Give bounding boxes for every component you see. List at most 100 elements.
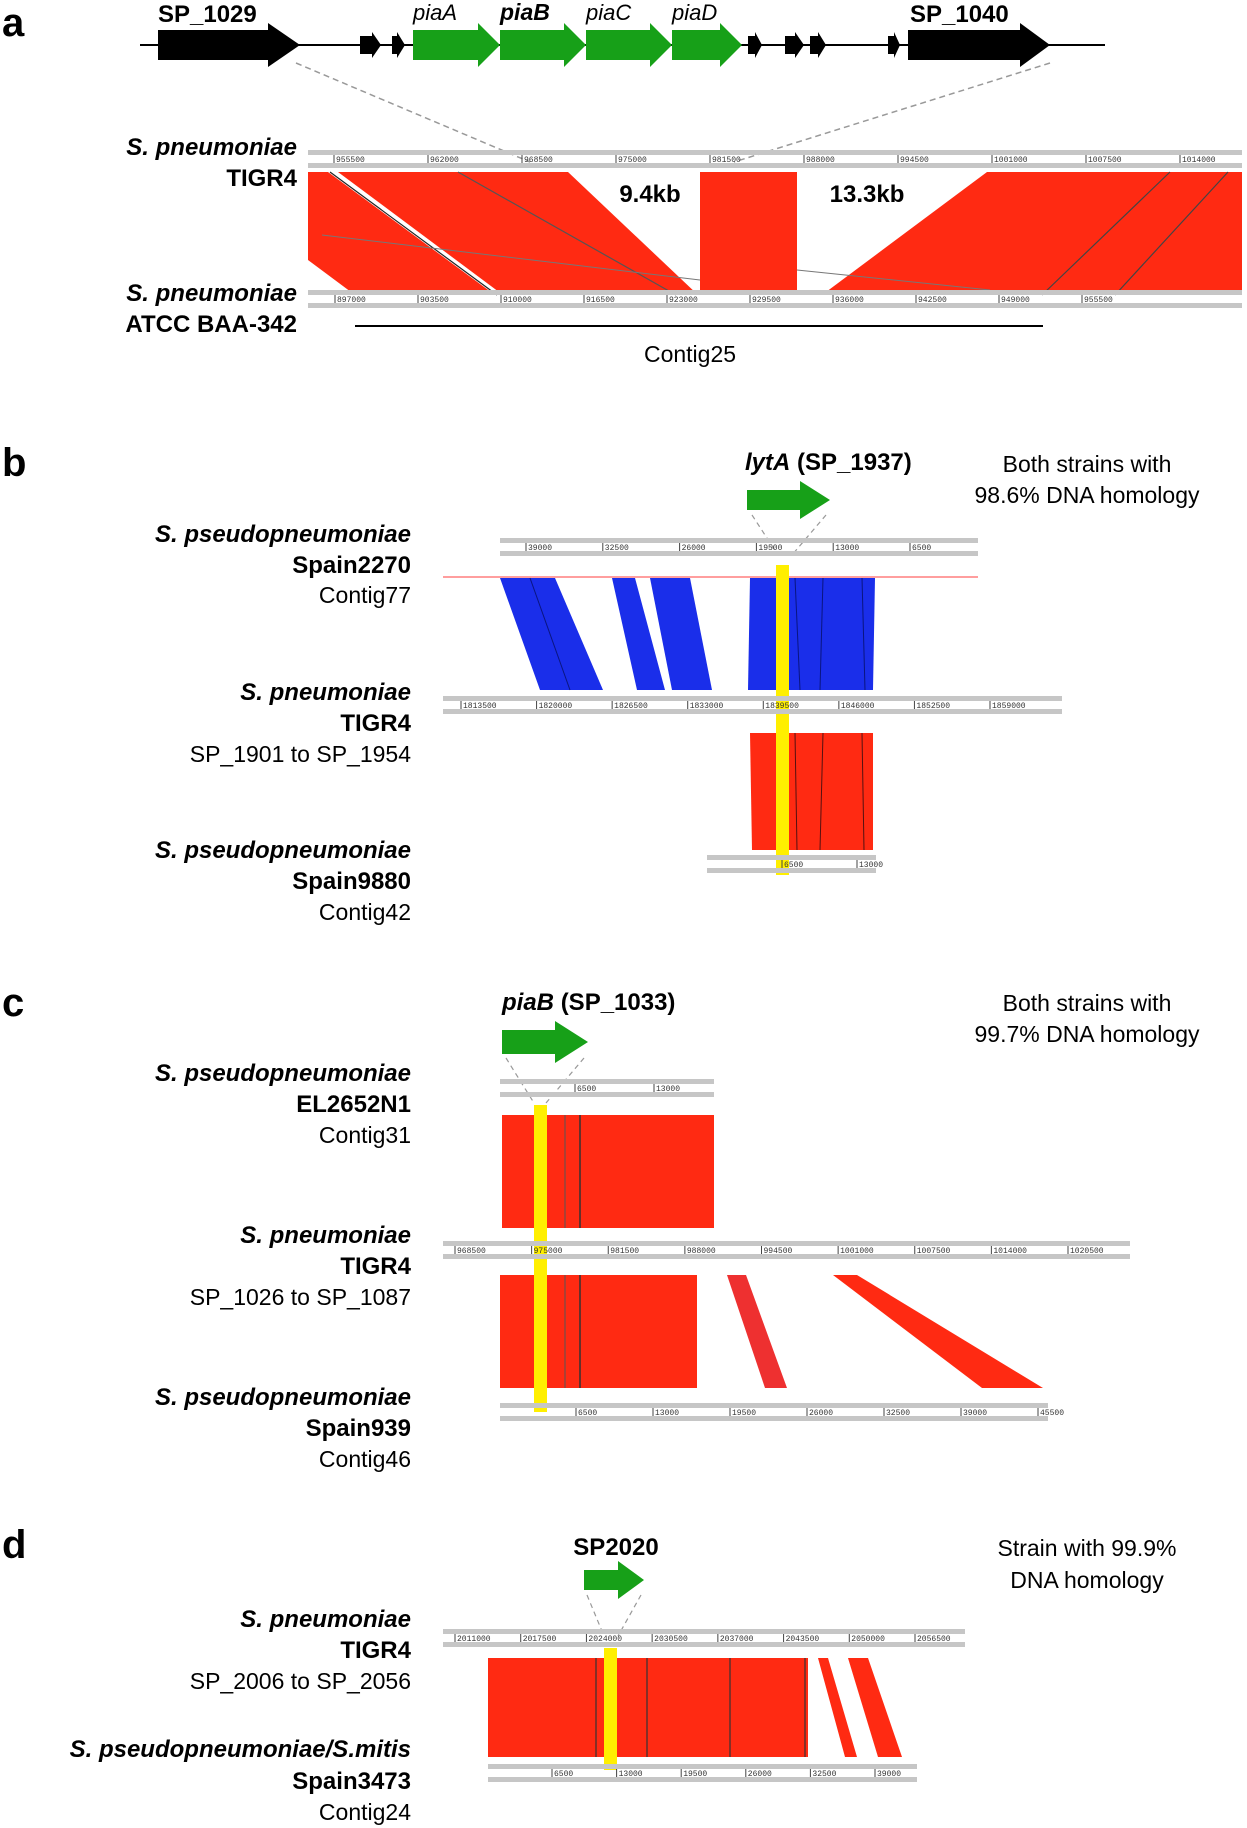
alignment-edge: [794, 577, 801, 691]
track-tick-label: 39000: [528, 544, 552, 553]
genome-strain-label: TIGR4: [340, 710, 411, 737]
gene-name: piaB: [501, 989, 554, 1016]
track-tick-label: 1014000: [1182, 156, 1216, 165]
track-tick-label: 13000: [656, 1085, 680, 1094]
track-tick-label: 1014000: [993, 1247, 1027, 1256]
genome-region-label: Contig31: [319, 1122, 411, 1148]
genome-region-label: Contig42: [319, 899, 411, 925]
gene-label: piaB (SP_1033): [501, 989, 675, 1016]
spain939-track: 6500 13000 19500 26000 32500 39000 45500: [500, 1403, 1064, 1421]
track-tick-label: 32500: [605, 544, 629, 553]
track-tick-label: 6500: [578, 1409, 597, 1418]
track-tick-label: 955500: [336, 156, 365, 165]
genome-strain-label: Spain9880: [292, 868, 411, 895]
track-bar: [500, 1416, 1048, 1421]
alignment-edge: [796, 269, 991, 291]
homology-block-inverted: [748, 578, 875, 690]
genome-species-label: S. pseudopneumoniae: [155, 1060, 411, 1087]
track-tick-label: 32500: [886, 1409, 910, 1418]
track-tick-label: 1852500: [916, 702, 950, 711]
alignment-edge: [321, 234, 701, 281]
alignment-edge: [819, 577, 824, 691]
panel-c-letter: c: [2, 981, 24, 1025]
homology-note: Both strains with: [1003, 451, 1172, 477]
track-bar: [500, 1079, 714, 1084]
homology-block: [822, 172, 1242, 295]
genome-strain-label: TIGR4: [340, 1637, 411, 1664]
gene-label: SP2020: [573, 1534, 658, 1561]
gene-sp1040-label: SP_1040: [910, 1, 1009, 28]
panel-d: d SP2020 Strain with 99.9% DNA homology …: [2, 1523, 1176, 1825]
atcc-track: 897000 903500 910000 916500 923000 929500 9360…: [308, 290, 1242, 308]
genome-region-label: Contig77: [319, 582, 411, 608]
homology-block: [308, 172, 495, 295]
track-tick-label: 903500: [420, 296, 449, 305]
homology-block: [818, 1658, 857, 1757]
sp2020-highlight: [604, 1648, 617, 1770]
track-tick-label: 1001000: [994, 156, 1028, 165]
homology-block: [750, 733, 873, 850]
panel-a-letter: a: [2, 1, 25, 45]
track-tick-label: 1826500: [614, 702, 648, 711]
track-tick-label: 988000: [687, 1247, 716, 1256]
alignment-edge: [861, 577, 866, 691]
track-tick-label: 981500: [610, 1247, 639, 1256]
gene-piaC-arrow: [586, 23, 672, 67]
panel-d-letter: d: [2, 1523, 26, 1567]
genome-species-label: S. pseudopneumoniae/S.mitis: [70, 1736, 411, 1763]
contig-label: Contig25: [644, 341, 736, 367]
panel-d-alignment: [488, 1648, 902, 1770]
track-tick-label: 1846000: [841, 702, 875, 711]
track-tick-label: 2017500: [523, 1635, 557, 1644]
genome-species-label: S. pneumoniae: [240, 1606, 411, 1633]
track-tick-label: 994500: [764, 1247, 793, 1256]
homology-block: [488, 1658, 808, 1757]
track-tick-label: 910000: [503, 296, 532, 305]
homology-block: [338, 172, 698, 295]
gene-piaD-label: piaD: [671, 0, 717, 25]
alignment-edge: [1041, 171, 1171, 296]
track-tick-label: 2024000: [588, 1635, 622, 1644]
track-tick-label: 949000: [1001, 296, 1030, 305]
zoom-guide-line: [295, 62, 531, 163]
homology-block: [700, 172, 797, 295]
track-tick-label: 1839500: [765, 702, 799, 711]
genome-region-label: SP_2006 to SP_2056: [190, 1668, 411, 1694]
track-tick-label: 975000: [618, 156, 647, 165]
gene-id: (SP_1033): [561, 989, 676, 1016]
track-tick-label: 975000: [534, 1247, 563, 1256]
track-tick-label: 1020500: [1070, 1247, 1104, 1256]
small-gene-arrow: [785, 32, 804, 58]
track-tick-label: 942500: [918, 296, 947, 305]
small-gene-arrow: [810, 32, 826, 58]
track-bar: [488, 1764, 917, 1769]
track-bar: [443, 1254, 1130, 1259]
gene-label: lytA (SP_1937): [745, 449, 912, 476]
genome-region-label: Contig46: [319, 1446, 411, 1472]
track-tick-label: 6500: [554, 1770, 573, 1779]
track-tick-label: 19500: [732, 1409, 756, 1418]
genome-species-label: S. pseudopneumoniae: [155, 837, 411, 864]
gene-piaD-arrow: [672, 23, 742, 67]
track-tick-label: 2056500: [917, 1635, 951, 1644]
track-tick-label: 6500: [784, 861, 803, 870]
track-tick-label: 936000: [835, 296, 864, 305]
track-tick-label: 6500: [912, 544, 931, 553]
track-bar: [308, 150, 1242, 155]
track-tick-label: 929500: [752, 296, 781, 305]
gene-id: (SP_1937): [797, 449, 912, 476]
homology-note: Both strains with: [1003, 990, 1172, 1016]
track-tick-label: 916500: [586, 296, 615, 305]
gene-sp1029-arrow: [158, 23, 300, 67]
track-tick-label: 1820000: [539, 702, 573, 711]
panel-b-letter: b: [2, 441, 26, 485]
lytA-gene-arrow: [747, 481, 830, 519]
homology-note: 98.6% DNA homology: [974, 482, 1200, 508]
gene-sp1029-label: SP_1029: [158, 1, 257, 28]
track-bar: [443, 1642, 965, 1647]
track-tick-label: 1813500: [463, 702, 497, 711]
track-tick-label: 13000: [655, 1409, 679, 1418]
genome-strain-label: TIGR4: [340, 1253, 411, 1280]
zoom-guide-line: [733, 62, 1051, 163]
gene-piaC-label: piaC: [585, 0, 631, 25]
